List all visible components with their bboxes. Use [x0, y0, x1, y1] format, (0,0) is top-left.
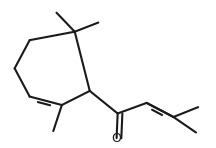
Text: O: O: [112, 132, 122, 145]
